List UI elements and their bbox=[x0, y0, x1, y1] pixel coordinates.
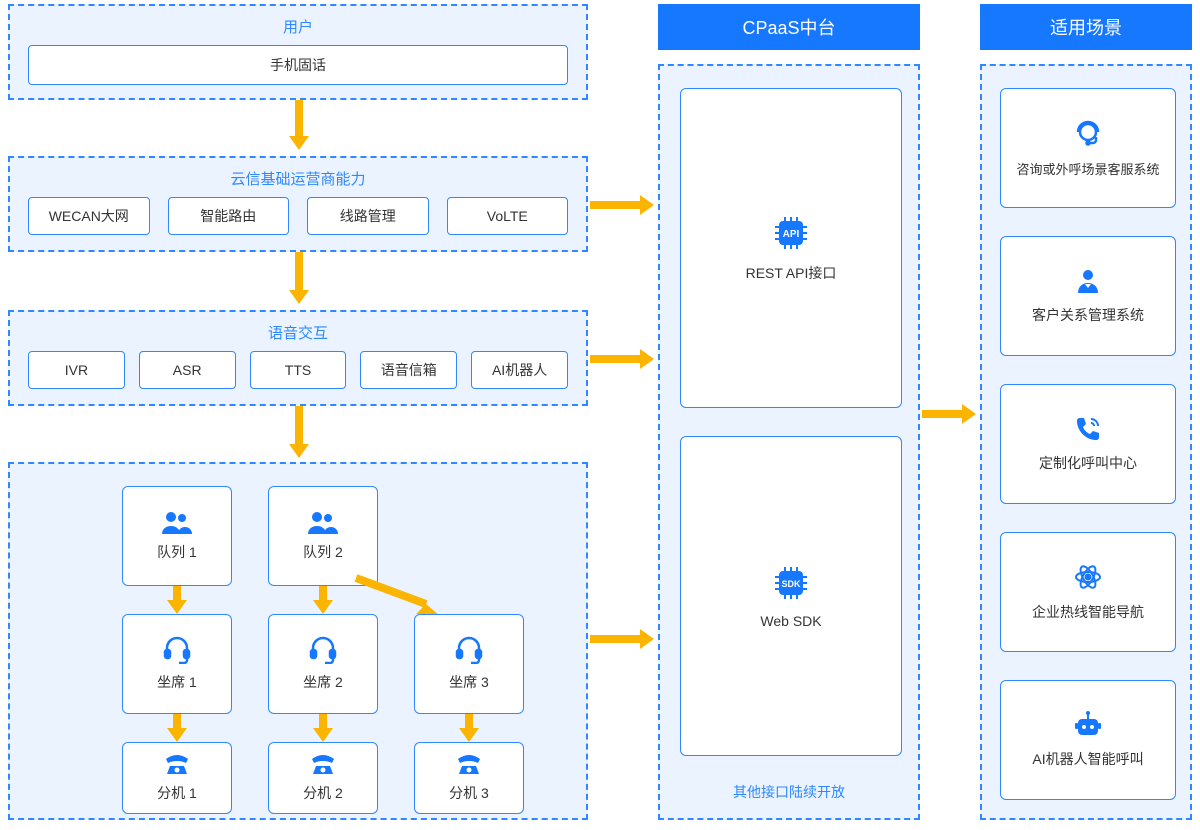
seat-label: 坐席 2 bbox=[303, 672, 343, 692]
call-icon bbox=[1074, 415, 1102, 443]
voice-item: 语音信箱 bbox=[360, 351, 457, 389]
voice-item: ASR bbox=[139, 351, 236, 389]
arrow-cpaas-scenes bbox=[922, 405, 976, 423]
arrow-left-cpaas-1 bbox=[590, 196, 654, 214]
cpaas-api-label: REST API接口 bbox=[746, 263, 837, 283]
scene-card: 企业热线智能导航 bbox=[1000, 532, 1176, 652]
panel-cpaas: API REST API接口 SDK Web SDK 其他接口陆续开放 bbox=[658, 64, 920, 820]
voice-item: AI机器人 bbox=[471, 351, 568, 389]
svg-text:SDK: SDK bbox=[781, 579, 801, 589]
sdk-chip-icon: SDK bbox=[771, 563, 811, 603]
arrow-carrier-to-voice bbox=[290, 252, 308, 304]
voice-item: TTS bbox=[250, 351, 347, 389]
scene-label: AI机器人智能呼叫 bbox=[1032, 749, 1143, 769]
arrow-seat1-ext1 bbox=[168, 714, 186, 742]
voice-item: IVR bbox=[28, 351, 125, 389]
arrow-seat3-ext3 bbox=[460, 714, 478, 742]
queue-label: 队列 1 bbox=[157, 542, 197, 562]
seat-label: 坐席 1 bbox=[157, 672, 197, 692]
cpaas-sdk-label: Web SDK bbox=[760, 613, 821, 629]
headset-icon bbox=[163, 636, 191, 664]
phone-icon bbox=[164, 753, 190, 775]
ext-card: 分机 3 bbox=[414, 742, 524, 814]
panel-scenes: 咨询或外呼场景客服系统 客户关系管理系统 定制化呼叫中心 企业热线智能导航 AI… bbox=[980, 64, 1192, 820]
panel-voice-title: 语音交互 bbox=[10, 312, 586, 351]
arrow-voice-to-agents bbox=[290, 406, 308, 458]
ext-label: 分机 3 bbox=[449, 783, 489, 803]
seat-card: 坐席 1 bbox=[122, 614, 232, 714]
voice-row: IVR ASR TTS 语音信箱 AI机器人 bbox=[10, 351, 586, 405]
user-device-box: 手机固话 bbox=[28, 45, 568, 85]
queue-card: 队列 2 bbox=[268, 486, 378, 586]
arrow-left-cpaas-2 bbox=[590, 350, 654, 368]
queue-card: 队列 1 bbox=[122, 486, 232, 586]
seat-card: 坐席 2 bbox=[268, 614, 378, 714]
scene-card: 客户关系管理系统 bbox=[1000, 236, 1176, 356]
headset-icon bbox=[309, 636, 337, 664]
scene-card: AI机器人智能呼叫 bbox=[1000, 680, 1176, 800]
arrow-queue1-seat1 bbox=[168, 586, 186, 614]
arrow-queue2-seat2 bbox=[314, 586, 332, 614]
people-icon bbox=[308, 510, 338, 534]
arrow-seat2-ext2 bbox=[314, 714, 332, 742]
scene-label: 客户关系管理系统 bbox=[1032, 305, 1144, 325]
carrier-item: VoLTE bbox=[447, 197, 569, 235]
user-device-label: 手机固话 bbox=[270, 55, 326, 75]
scene-label: 企业热线智能导航 bbox=[1032, 602, 1144, 622]
scene-label: 咨询或外呼场景客服系统 bbox=[1008, 159, 1167, 178]
arrow-left-cpaas-3 bbox=[590, 630, 654, 648]
people-icon bbox=[162, 510, 192, 534]
api-chip-icon: API bbox=[771, 213, 811, 253]
panel-user: 用户 手机固话 bbox=[8, 4, 588, 100]
person-icon bbox=[1074, 267, 1102, 295]
headset-icon bbox=[455, 636, 483, 664]
ext-card: 分机 1 bbox=[122, 742, 232, 814]
seat-card: 坐席 3 bbox=[414, 614, 524, 714]
ext-card: 分机 2 bbox=[268, 742, 378, 814]
panel-carrier-title: 云信基础运营商能力 bbox=[10, 158, 586, 197]
svg-text:API: API bbox=[783, 229, 800, 240]
scenes-header: 适用场景 bbox=[980, 4, 1192, 50]
panel-voice: 语音交互 IVR ASR TTS 语音信箱 AI机器人 bbox=[8, 310, 588, 406]
cpaas-sdk-card: SDK Web SDK bbox=[680, 436, 902, 756]
phone-icon bbox=[456, 753, 482, 775]
atom-icon bbox=[1073, 562, 1103, 592]
phone-icon bbox=[310, 753, 336, 775]
carrier-row: WECAN大网 智能路由 线路管理 VoLTE bbox=[10, 197, 586, 251]
panel-user-title: 用户 bbox=[10, 6, 586, 45]
scene-card: 咨询或外呼场景客服系统 bbox=[1000, 88, 1176, 208]
panel-agents: 队列 1 队列 2 坐席 1 坐席 2 bbox=[8, 462, 588, 820]
ext-label: 分机 2 bbox=[303, 783, 343, 803]
scene-card: 定制化呼叫中心 bbox=[1000, 384, 1176, 504]
cpaas-footnote: 其他接口陆续开放 bbox=[660, 782, 918, 802]
panel-carrier: 云信基础运营商能力 WECAN大网 智能路由 线路管理 VoLTE bbox=[8, 156, 588, 252]
carrier-item: WECAN大网 bbox=[28, 197, 150, 235]
agent-grid: 队列 1 队列 2 坐席 1 坐席 2 bbox=[10, 464, 586, 818]
ext-label: 分机 1 bbox=[157, 783, 197, 803]
seat-label: 坐席 3 bbox=[449, 672, 489, 692]
arrow-user-to-carrier bbox=[290, 100, 308, 150]
headset-icon bbox=[1073, 119, 1103, 149]
cpaas-api-card: API REST API接口 bbox=[680, 88, 902, 408]
robot-icon bbox=[1073, 711, 1103, 739]
queue-label: 队列 2 bbox=[303, 542, 343, 562]
carrier-item: 线路管理 bbox=[307, 197, 429, 235]
scene-label: 定制化呼叫中心 bbox=[1039, 453, 1137, 473]
cpaas-header: CPaaS中台 bbox=[658, 4, 920, 50]
carrier-item: 智能路由 bbox=[168, 197, 290, 235]
